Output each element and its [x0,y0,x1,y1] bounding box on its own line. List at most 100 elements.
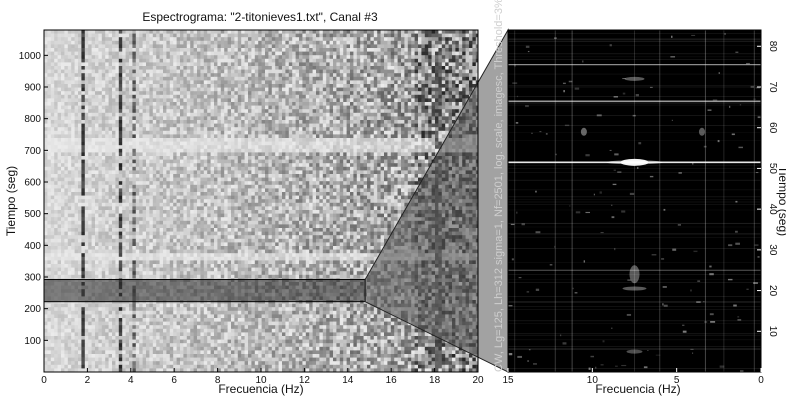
heatmap-cell [166,105,171,110]
heatmap-cell [105,55,109,60]
heatmap-cell [207,84,211,88]
heatmap-cell [166,91,171,96]
heatmap-cell [74,116,79,121]
heatmap-cell [278,134,283,139]
heatmap-cell [441,91,446,96]
heatmap-cell [142,145,147,150]
heatmap-cell [234,69,239,74]
heatmap-cell [407,73,412,78]
heatmap-cell [115,84,120,88]
heatmap-cell [401,51,405,56]
heatmap-cell [142,159,147,164]
heatmap-cell [268,40,273,45]
heatmap-cell [390,69,395,74]
heatmap-cell [333,120,337,124]
heatmap-cell [78,112,82,117]
heatmap-cell [475,37,478,42]
heatmap-cell [339,87,344,92]
heatmap-cell [81,163,86,168]
heatmap-cell [428,76,432,81]
heatmap-cell [404,98,409,103]
heatmap-cell [336,80,341,85]
heatmap-cell [237,80,242,85]
heatmap-cell [105,84,109,88]
heatmap-cell [101,91,106,96]
heatmap-cell [411,166,415,171]
heatmap-cell [203,109,208,114]
heatmap-cell [370,120,375,124]
heatmap-cell [312,98,317,103]
heatmap-cell [282,116,286,121]
heatmap-cell [363,30,368,34]
heatmap-cell [81,73,86,78]
heatmap-cell [54,130,58,135]
heatmap-cell [448,44,453,49]
heatmap-cell [207,73,211,78]
heatmap-cell [265,62,269,67]
heatmap-cell [435,87,439,92]
heatmap-cell [343,76,347,81]
heatmap-cell [346,91,351,96]
heatmap-cell [329,127,334,132]
heatmap-cell [244,102,249,106]
heatmap-cell [322,30,327,34]
heatmap-cell [190,148,194,153]
heatmap-cell [234,145,239,150]
heatmap-cell [445,105,449,110]
heatmap-cell [397,48,402,52]
heatmap-cell [108,98,113,103]
heatmap-cell [329,37,334,42]
heatmap-cell [180,66,184,70]
heatmap-cell [237,123,242,128]
heatmap-cell [180,130,184,135]
heatmap-cell [149,123,154,128]
heatmap-cell [54,55,58,60]
heatmap-cell [295,116,300,121]
heatmap-cell [74,127,79,132]
heatmap-cell [193,62,198,67]
heatmap-cell [156,134,160,139]
heatmap-cell [108,80,113,85]
heatmap-cell [234,30,239,34]
heatmap-cell [353,37,358,42]
heatmap-cell [367,51,371,56]
heatmap-cell [183,141,188,146]
heatmap-cell [472,33,477,38]
heatmap-cell [64,51,69,56]
heatmap-cell [105,102,109,106]
heatmap-cell [231,66,235,70]
heatmap-cell [125,69,130,74]
heatmap-cell [237,109,242,114]
heatmap-cell [373,76,378,81]
heatmap-cell [64,138,69,142]
heatmap-cell [135,145,140,150]
heatmap-cell [214,94,218,99]
heatmap-cell [312,120,317,124]
heatmap-cell [380,66,385,70]
heatmap-cell [380,120,385,124]
heatmap-cell [404,138,409,142]
heatmap-cell [346,138,351,142]
heatmap-cell [74,105,79,110]
heatmap-cell [350,55,354,60]
heatmap-cell [135,116,140,121]
heatmap-cell [373,105,378,110]
heatmap-cell [441,76,446,81]
heatmap-cell [407,105,412,110]
heatmap-cell [373,163,378,168]
heatmap-cell [384,141,388,146]
heatmap-cell [465,30,470,34]
heatmap-cell [414,141,419,146]
heatmap-cell [475,80,478,85]
heatmap-cell [441,116,446,121]
heatmap-cell [220,87,225,92]
heatmap-cell [78,127,82,132]
heatmap-cell [180,109,184,114]
heatmap-cell [475,69,478,74]
heatmap-cell [414,40,419,45]
heatmap-cell [278,152,283,157]
heatmap-cell [285,109,290,114]
heatmap-cell [261,148,266,153]
heatmap-cell [244,48,249,52]
heatmap-cell [353,145,358,150]
